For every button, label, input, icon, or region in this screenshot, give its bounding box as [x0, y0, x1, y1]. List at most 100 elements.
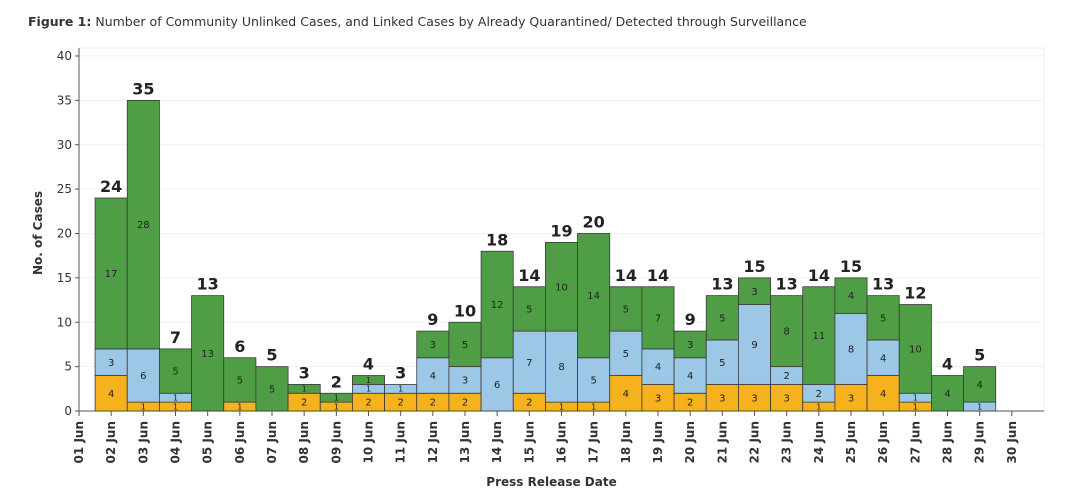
- bar-value-top: 5: [172, 367, 178, 378]
- bar-value-bottom: 2: [462, 398, 468, 409]
- bar-total-label: 5: [974, 346, 985, 365]
- bar-value-middle: 3: [462, 376, 468, 387]
- x-tick-label: 16 Jun: [555, 421, 569, 463]
- bar-value-bottom: 1: [237, 402, 242, 411]
- x-tick-label: 14 Jun: [490, 421, 504, 463]
- y-tick-label: 10: [57, 315, 72, 329]
- bar-total-label: 3: [299, 363, 310, 382]
- bar-value-top: 10: [555, 282, 568, 293]
- bar-segment-top: [609, 286, 643, 332]
- bar-segment-top: [770, 295, 804, 368]
- x-tick-label: 19 Jun: [651, 421, 665, 463]
- x-tick-label: 20 Jun: [683, 421, 697, 463]
- bar-value-middle: 5: [623, 349, 629, 360]
- x-tick-label: 06 Jun: [233, 421, 247, 463]
- bar-segment-top: [577, 233, 611, 359]
- bar-total-label: 3: [395, 363, 406, 382]
- bar-total-label: 18: [486, 230, 508, 249]
- bar-value-top: 4: [944, 389, 950, 400]
- bar-segment-middle: [94, 348, 128, 376]
- bar-total-label: 14: [615, 266, 637, 285]
- bar-value-top: 7: [655, 313, 661, 324]
- bar-value-bottom: 3: [848, 393, 854, 404]
- x-tick-label: 01 Jun: [72, 421, 86, 463]
- bar-value-bottom: 4: [880, 389, 886, 400]
- bar-segment-top: [255, 366, 289, 412]
- bar-total-label: 12: [904, 284, 926, 303]
- x-tick-label: 09 Jun: [329, 421, 343, 463]
- bar-segment-bottom: [866, 375, 900, 412]
- bar-value-top: 3: [430, 340, 436, 351]
- bar-value-middle: 2: [816, 389, 822, 400]
- bar-segment-middle: [738, 304, 771, 385]
- bar-value-top: 13: [201, 349, 214, 360]
- bar-segment-bottom: [705, 383, 739, 412]
- bar-value-bottom: 3: [783, 393, 789, 404]
- bar-segment-top: [126, 99, 160, 350]
- bar-value-bottom: 4: [108, 389, 114, 400]
- bar-segment-bottom: [738, 383, 771, 412]
- bar-value-bottom: 3: [719, 393, 725, 404]
- bar-segment-top: [931, 375, 964, 412]
- x-tick-label: 28 Jun: [941, 421, 955, 463]
- x-tick-label: 03 Jun: [136, 421, 150, 463]
- x-tick-label: 26 Jun: [876, 421, 890, 463]
- bar-value-bottom: 2: [526, 398, 532, 409]
- bar-value-bottom: 3: [751, 393, 757, 404]
- bar-value-bottom: 1: [173, 402, 178, 411]
- bar-value-bottom: 2: [430, 398, 436, 409]
- bar-value-top: 5: [462, 340, 468, 351]
- bar-value-middle: 8: [558, 362, 564, 373]
- x-tick-label: 25 Jun: [844, 421, 858, 463]
- bar-segment-middle: [545, 330, 578, 403]
- bar-value-middle: 5: [590, 376, 596, 387]
- bar-value-top: 5: [623, 305, 629, 316]
- x-tick-label: 27 Jun: [908, 421, 922, 463]
- bar-segment-top: [641, 286, 675, 350]
- bar-value-bottom: 4: [623, 389, 629, 400]
- bar-value-top: 5: [719, 313, 725, 324]
- x-tick-label: 13 Jun: [458, 421, 472, 463]
- x-tick-label: 22 Jun: [748, 421, 762, 463]
- bar-value-top: 1: [302, 385, 307, 394]
- figure-title: Figure 1: Number of Community Unlinked C…: [28, 14, 807, 29]
- bar-value-bottom: 3: [655, 393, 661, 404]
- bar-total-label: 9: [685, 310, 696, 329]
- bar-segment-top: [191, 295, 225, 412]
- bar-segment-top: [352, 375, 385, 385]
- bar-total-label: 20: [583, 213, 605, 232]
- x-tick-label: 11 Jun: [394, 421, 408, 463]
- x-tick-label: 04 Jun: [169, 421, 183, 463]
- bar-value-top: 5: [269, 384, 275, 395]
- bar-segment-middle: [448, 366, 482, 394]
- bar-value-top: 28: [137, 220, 150, 231]
- bar-value-middle: 5: [719, 358, 725, 369]
- y-tick-label: 5: [64, 360, 72, 374]
- bar-value-top: 4: [848, 291, 854, 302]
- bar-value-bottom: 1: [559, 402, 564, 411]
- bar-total-label: 13: [197, 275, 219, 294]
- x-tick-label: 10 Jun: [362, 421, 376, 463]
- x-tick-label: 29 Jun: [973, 421, 987, 463]
- bar-value-bottom: 2: [365, 398, 371, 409]
- bar-total-label: 2: [331, 372, 342, 391]
- bar-total-label: 9: [427, 310, 438, 329]
- bar-value-middle: 1: [913, 394, 918, 403]
- y-tick-label: 40: [57, 49, 72, 63]
- bar-value-middle: 1: [366, 385, 371, 394]
- x-tick-label: 24 Jun: [812, 421, 826, 463]
- bar-value-top: 5: [526, 305, 532, 316]
- figure-caption: Number of Community Unlinked Cases, and …: [95, 14, 807, 29]
- x-tick-label: 08 Jun: [297, 421, 311, 463]
- bar-value-top: 12: [491, 300, 504, 311]
- bar-total-label: 4: [363, 355, 374, 374]
- bar-value-bottom: 2: [397, 398, 403, 409]
- bar-value-middle: 4: [880, 353, 886, 364]
- x-axis-title: Press Release Date: [486, 475, 616, 489]
- figure-label: Figure 1:: [28, 14, 92, 29]
- bar-segment-middle: [512, 330, 546, 394]
- bar-value-bottom: 1: [334, 402, 339, 411]
- bar-value-top: 8: [783, 327, 789, 338]
- bar-value-top: 5: [237, 376, 243, 387]
- bar-value-middle: 2: [783, 371, 789, 382]
